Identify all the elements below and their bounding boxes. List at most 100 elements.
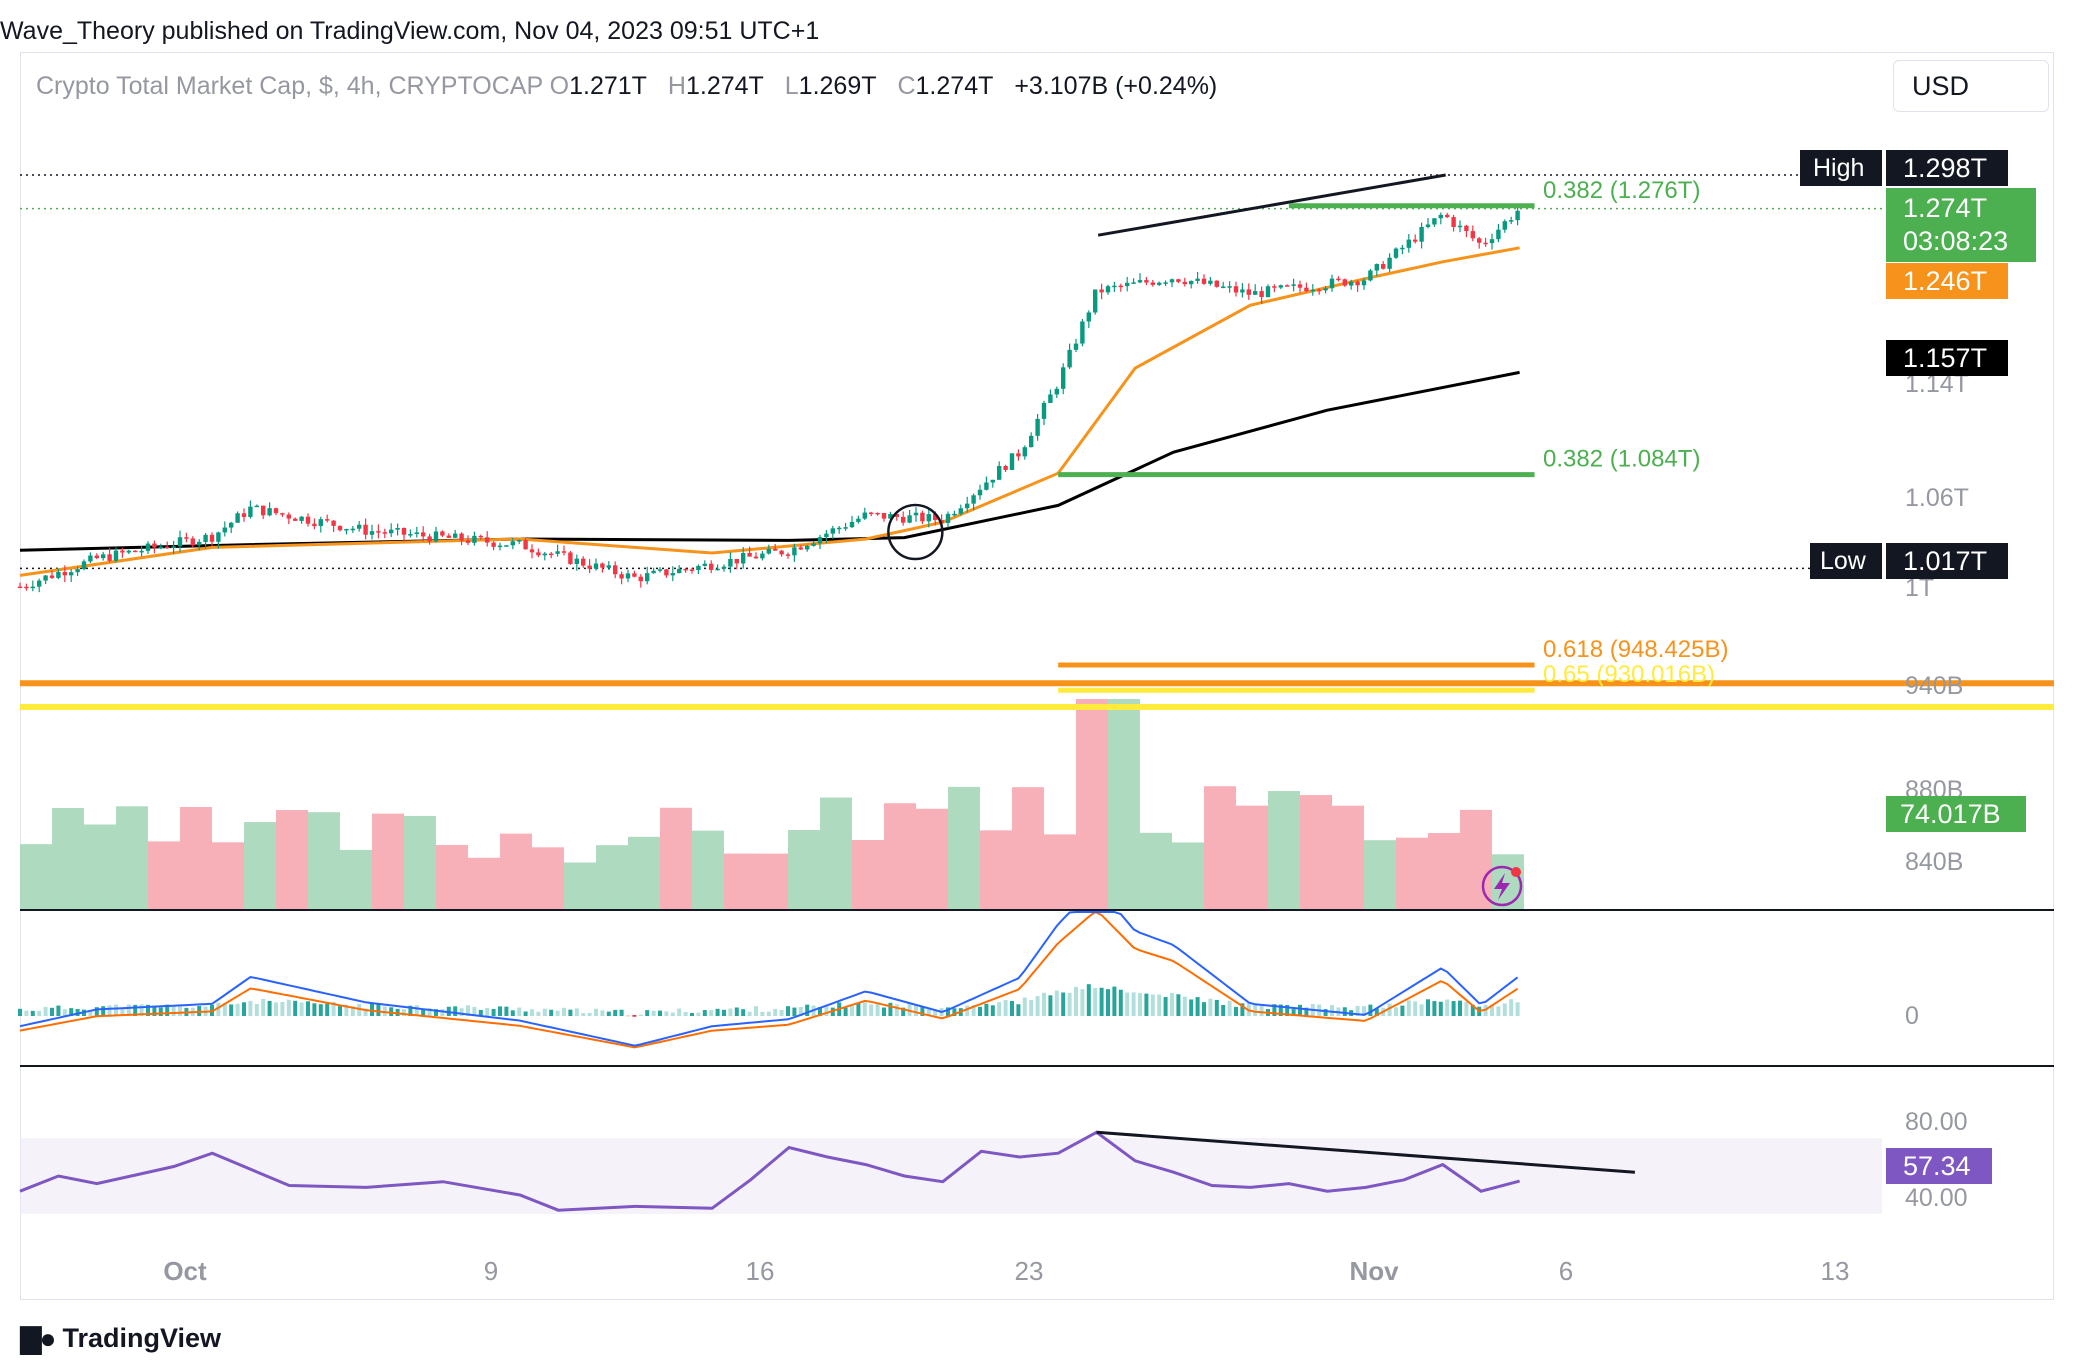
candle-body bbox=[901, 516, 906, 523]
volume-pane bbox=[20, 699, 1524, 909]
macd-histogram-bar bbox=[171, 1005, 176, 1016]
low-value: 1.269T bbox=[798, 72, 877, 100]
price-trendline[interactable] bbox=[1097, 173, 1446, 237]
macd-histogram-bar bbox=[1118, 989, 1123, 1016]
volume-bar bbox=[340, 849, 372, 909]
candle-body bbox=[945, 513, 951, 524]
macd-histogram-bar bbox=[158, 1007, 163, 1016]
volume-bar bbox=[1460, 809, 1492, 909]
candle-body bbox=[1099, 289, 1104, 293]
macd-histogram-bar bbox=[747, 1011, 752, 1016]
tradingview-logo-icon: ▇● bbox=[20, 1323, 56, 1354]
candle-body bbox=[504, 545, 509, 547]
macd-histogram-bar bbox=[478, 1009, 483, 1016]
macd-signal-line bbox=[19, 910, 1519, 1049]
candle-body bbox=[1131, 282, 1136, 284]
candle-body bbox=[593, 563, 599, 569]
macd-histogram-bar bbox=[62, 1009, 67, 1016]
candle-body bbox=[177, 537, 183, 547]
macd-histogram-bar bbox=[286, 999, 291, 1016]
candle-body bbox=[1201, 278, 1207, 284]
macd-histogram-bar bbox=[952, 1008, 957, 1016]
macd-histogram-bar bbox=[267, 1000, 272, 1016]
macd-histogram-bar bbox=[1413, 1001, 1418, 1016]
candle-body bbox=[152, 543, 157, 548]
volume-bar bbox=[244, 822, 276, 909]
candle-body bbox=[478, 535, 483, 538]
rsi-tag-value: 57.34 bbox=[1903, 1151, 1971, 1181]
macd-histogram-bar bbox=[1022, 997, 1027, 1016]
candle-body bbox=[990, 479, 995, 483]
candle-body bbox=[523, 540, 528, 550]
macd-histogram-bar bbox=[1426, 999, 1430, 1016]
macd-histogram-bar bbox=[1406, 1000, 1411, 1016]
macd-histogram-bar bbox=[1080, 989, 1085, 1016]
candle-body bbox=[843, 527, 848, 529]
candle-body bbox=[1297, 284, 1303, 288]
macd-histogram-bar bbox=[888, 1002, 893, 1016]
macd-histogram-bar bbox=[331, 1001, 336, 1016]
macd-histogram-bar bbox=[510, 1010, 515, 1016]
macd-histogram-bar bbox=[741, 1009, 746, 1016]
candle-body bbox=[395, 527, 400, 530]
candle-body bbox=[453, 533, 458, 538]
candle-body bbox=[894, 514, 899, 517]
candle-body bbox=[817, 537, 823, 544]
candle-body bbox=[1144, 280, 1149, 283]
open-key: O bbox=[549, 72, 570, 100]
currency-button[interactable]: USD bbox=[1893, 60, 2049, 112]
candle-body bbox=[107, 554, 112, 561]
candle-body bbox=[1016, 453, 1021, 457]
macd-histogram-bar bbox=[722, 1009, 726, 1016]
macd-histogram-bar bbox=[261, 998, 266, 1016]
candle-body bbox=[1387, 257, 1392, 269]
ema50-tag: 1.246T bbox=[1886, 263, 2008, 299]
macd-histogram-bar bbox=[427, 1008, 432, 1016]
candle-body bbox=[254, 505, 259, 508]
tradingview-footer[interactable]: ▇● TradingView bbox=[20, 1322, 221, 1355]
rsi-trendline[interactable] bbox=[1096, 1130, 1636, 1174]
macd-histogram-bar bbox=[1048, 995, 1053, 1016]
candle-body bbox=[721, 566, 727, 569]
volume-bar bbox=[1492, 854, 1524, 909]
macd-histogram-bar bbox=[485, 1007, 490, 1016]
macd-histogram-bar bbox=[894, 1004, 899, 1016]
macd-histogram-bar bbox=[37, 1010, 42, 1016]
macd-histogram-bar bbox=[664, 1011, 669, 1016]
macd-histogram-bar bbox=[1061, 992, 1066, 1016]
candle-body bbox=[869, 512, 874, 515]
candle-body bbox=[1515, 210, 1520, 221]
lightning-icon[interactable] bbox=[1481, 865, 1523, 907]
candle-body bbox=[485, 537, 490, 543]
axis-label-940b: 940B bbox=[1905, 672, 1963, 700]
macd-histogram-bar bbox=[683, 1011, 688, 1016]
candle-body bbox=[446, 535, 451, 538]
candle-body bbox=[56, 571, 61, 578]
candle-body bbox=[574, 558, 579, 564]
candle-body bbox=[696, 565, 701, 570]
macd-histogram-bar bbox=[1496, 1006, 1501, 1016]
rsi-tag: 57.34 bbox=[1886, 1148, 1992, 1184]
macd-histogram-bar bbox=[1042, 992, 1046, 1016]
macd-histogram-bar bbox=[600, 1010, 605, 1016]
macd-histogram-bar bbox=[562, 1007, 566, 1016]
candle-body bbox=[600, 563, 605, 568]
candle-body bbox=[837, 527, 842, 530]
candle-body bbox=[958, 508, 963, 514]
candle-body bbox=[613, 565, 618, 575]
candle-body bbox=[805, 545, 810, 550]
macd-histogram-bar bbox=[1182, 996, 1187, 1016]
low-tag-value: 1.017T bbox=[1903, 546, 1987, 576]
candle-body bbox=[344, 528, 349, 531]
macd-histogram-bar bbox=[1368, 1004, 1373, 1016]
macd-histogram-bar bbox=[1387, 1003, 1392, 1016]
volume-bar bbox=[1332, 805, 1364, 909]
macd-histogram-bar bbox=[696, 1012, 701, 1016]
high-tag-label: High bbox=[1813, 154, 1864, 182]
volume-bar bbox=[52, 807, 84, 909]
candle-body bbox=[1502, 221, 1507, 230]
macd-histogram-bar bbox=[760, 1011, 765, 1016]
ema-cross-circle[interactable] bbox=[887, 503, 944, 561]
candle-body bbox=[1233, 286, 1239, 293]
